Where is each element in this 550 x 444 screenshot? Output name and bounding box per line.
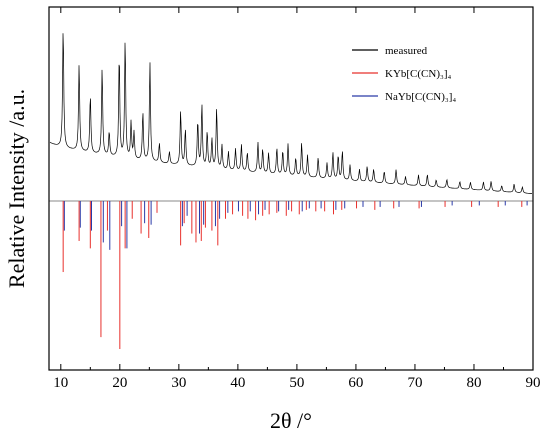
- x-tick-label: 70: [407, 375, 422, 391]
- x-tick-label: 10: [53, 375, 68, 391]
- y-axis-title: Relative Intensity /a.u.: [4, 89, 29, 288]
- series-2-sticks: [63, 201, 528, 250]
- series-1-sticks: [62, 201, 523, 349]
- x-tick-label: 90: [526, 375, 541, 391]
- x-tick-label: 40: [230, 375, 245, 391]
- plot-frame: [48, 6, 534, 371]
- measured-series-layer: [49, 33, 532, 194]
- x-tick-label: 50: [289, 375, 304, 391]
- legend-label: KYb[C(CN)₃]₄: [385, 68, 451, 80]
- reference-sticks-layer: [62, 201, 528, 349]
- x-tick-label: 20: [112, 375, 127, 391]
- x-ticks: 10 20 30 40 50 60 70 80 90: [53, 7, 541, 391]
- x-tick-label: 30: [171, 375, 186, 391]
- measured-series-line: [49, 33, 532, 194]
- x-tick-label: 80: [466, 375, 481, 391]
- plot-axes: [48, 6, 534, 371]
- legend: measured KYb[C(CN)₃]₄ NaYb[C(CN)₃]₄: [352, 45, 456, 103]
- legend-label: NaYb[C(CN)₃]₄: [385, 91, 456, 103]
- legend-label: measured: [385, 45, 428, 57]
- x-tick-label: 60: [348, 375, 363, 391]
- x-axis-title: 2θ /°: [270, 408, 312, 433]
